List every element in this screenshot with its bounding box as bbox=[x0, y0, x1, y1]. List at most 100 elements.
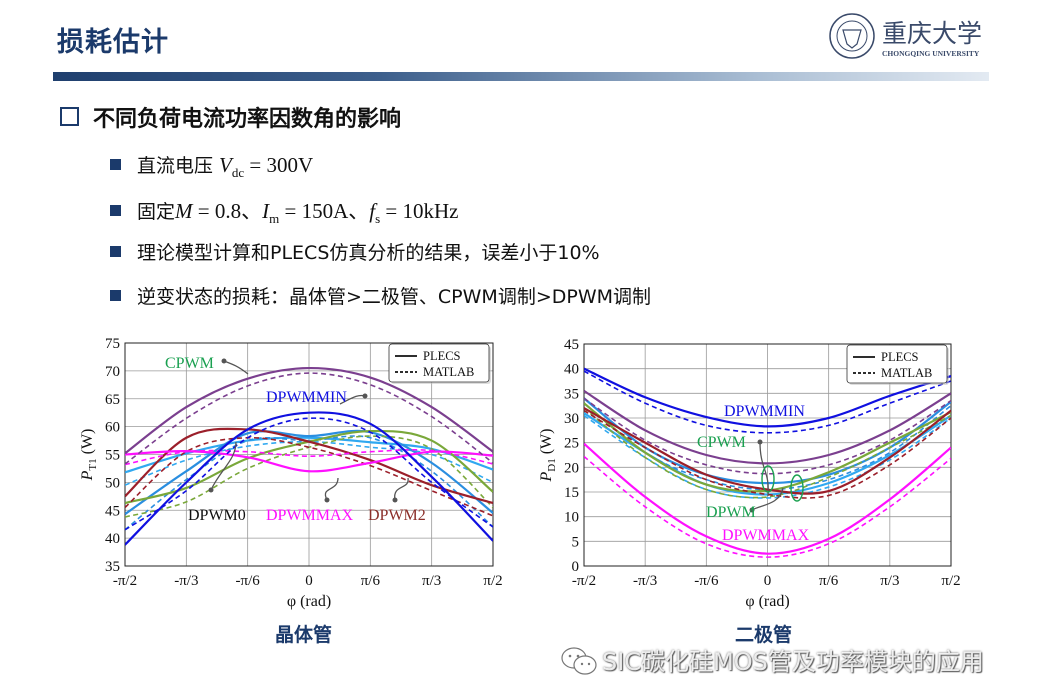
annotation-label: DPWMMIN bbox=[266, 389, 347, 406]
series-line-plecs bbox=[125, 366, 493, 455]
bullet-text: 理论模型计算和PLECS仿真分析的结果，误差小于10% bbox=[137, 242, 600, 264]
y-tick-label: 35 bbox=[564, 386, 579, 402]
square-bullet-icon bbox=[110, 159, 121, 170]
y-label-main: P bbox=[538, 472, 555, 483]
annotation-label: DPWM0 bbox=[188, 507, 246, 524]
square-bullet-icon bbox=[110, 205, 121, 216]
y-label-unit: (W) bbox=[538, 429, 555, 459]
watermark-text: SIC碳化硅MOS管及功率模块的应用 bbox=[602, 648, 984, 676]
arrow-head-icon bbox=[221, 358, 227, 364]
y-tick-label: 45 bbox=[564, 337, 579, 353]
y-tick-label: 65 bbox=[105, 392, 120, 408]
x-tick-label: π/2 bbox=[941, 573, 960, 589]
chart-transistor: -π/2 -π/3 -π/6 0 π/6 π/3 π/2 35 40 45 50 55 60 65 70 75… bbox=[79, 336, 503, 610]
x-tick-label: -π/3 bbox=[633, 573, 657, 589]
x-tick-label: -π/6 bbox=[236, 573, 261, 589]
annotation-arrow bbox=[759, 441, 769, 497]
bullet-fixed-params: 固定M = 0.8、Im = 150A、fs = 10kHz bbox=[110, 195, 459, 227]
arrow-head-icon bbox=[324, 497, 330, 503]
dpwm-group-ellipse bbox=[761, 465, 775, 493]
arrow-head-icon bbox=[208, 487, 214, 493]
y-tick-label: 45 bbox=[105, 503, 120, 519]
y-label-unit: (W) bbox=[79, 429, 96, 459]
caption-transistor: 晶体管 bbox=[275, 624, 333, 646]
x-tick-label: -π/2 bbox=[572, 573, 596, 589]
x-tick-label: -π/3 bbox=[174, 573, 198, 589]
watermark: SIC碳化硅MOS管及功率模块的应用 bbox=[560, 646, 984, 676]
annotation-label: DPWM2 bbox=[368, 507, 426, 524]
y-axis-label: PD1 (W) bbox=[538, 429, 558, 483]
y-tick-label: 30 bbox=[564, 411, 579, 427]
x-tick-label: 0 bbox=[764, 573, 772, 589]
svg-text:CHONGQING UNIVERSITY: CHONGQING UNIVERSITY bbox=[882, 49, 980, 58]
series-group bbox=[584, 367, 951, 558]
series-line-plecs bbox=[584, 407, 951, 495]
y-tick-label: 40 bbox=[105, 531, 120, 547]
annotation-arrow bbox=[324, 477, 339, 501]
x-axis-label: φ (rad) bbox=[287, 593, 331, 610]
bullet-error: 理论模型计算和PLECS仿真分析的结果，误差小于10% bbox=[110, 238, 600, 265]
x-axis-label: φ (rad) bbox=[745, 593, 789, 610]
math-var: M bbox=[175, 199, 193, 223]
series-line-matlab bbox=[584, 407, 951, 499]
arrow-head-icon bbox=[749, 507, 755, 513]
math-value: = 150A、 bbox=[279, 199, 370, 223]
series-line-matlab bbox=[584, 414, 951, 499]
y-label-sub: D1 bbox=[546, 458, 558, 471]
slide-title: 损耗估计 bbox=[57, 27, 169, 58]
math-value: = 0.8、 bbox=[192, 199, 263, 223]
bullet-text: 直流电压 bbox=[137, 155, 220, 177]
y-axis-label: PT1 (W) bbox=[79, 429, 99, 482]
x-tick-label: -π/6 bbox=[694, 573, 719, 589]
annotation-arrow bbox=[210, 441, 237, 491]
x-tick-label: 0 bbox=[305, 573, 313, 589]
legend-label: PLECS bbox=[881, 350, 919, 364]
bullet-text: 逆变状态的损耗：晶体管>二极管、CPWM调制>DPWM调制 bbox=[137, 286, 652, 308]
annotation-label: CPWM bbox=[165, 355, 214, 372]
y-tick-label: 40 bbox=[564, 362, 579, 378]
y-tick-label: 75 bbox=[105, 336, 120, 352]
series-line-matlab bbox=[125, 417, 493, 531]
y-tick-label: 25 bbox=[564, 436, 579, 452]
plot-frame bbox=[583, 343, 952, 567]
annotation-arrow bbox=[751, 487, 784, 511]
square-bullet-icon bbox=[110, 290, 121, 301]
x-tick-label: -π/2 bbox=[113, 573, 137, 589]
series-line-matlab bbox=[125, 372, 493, 465]
x-tick-label: π/6 bbox=[819, 573, 839, 589]
caption-diode: 二极管 bbox=[735, 624, 793, 646]
math-value: = 10kHz bbox=[380, 199, 459, 223]
arrow-head-icon bbox=[757, 439, 763, 445]
series-line-plecs bbox=[125, 429, 493, 516]
y-tick-label: 60 bbox=[105, 420, 120, 436]
x-tick-label: π/3 bbox=[880, 573, 899, 589]
math-sub: dc bbox=[231, 165, 245, 180]
series-line-plecs bbox=[584, 442, 951, 555]
legend-label: MATLAB bbox=[423, 365, 474, 379]
math-var: V bbox=[219, 153, 232, 177]
wechat-icon bbox=[561, 647, 597, 675]
series-line-plecs bbox=[125, 427, 493, 505]
series-group bbox=[125, 366, 493, 546]
y-tick-label: 0 bbox=[572, 559, 580, 575]
series-line-matlab bbox=[584, 370, 951, 434]
series-line-matlab bbox=[584, 409, 951, 499]
series-line-plecs bbox=[125, 450, 493, 473]
math-var: I bbox=[262, 199, 270, 223]
y-tick-label: 15 bbox=[564, 485, 579, 501]
annotation-arrow bbox=[394, 477, 409, 501]
annotation-arrow bbox=[223, 360, 249, 375]
annotation-label: CPWM bbox=[697, 434, 746, 451]
y-label-main: P bbox=[79, 470, 96, 481]
legend-label: PLECS bbox=[423, 349, 461, 363]
series-line-plecs bbox=[125, 411, 493, 546]
y-tick-label: 20 bbox=[564, 460, 579, 476]
y-tick-label: 50 bbox=[105, 475, 120, 491]
series-line-matlab bbox=[584, 455, 951, 558]
bullet-text: 固定 bbox=[137, 201, 176, 223]
section-heading: 不同负荷电流功率因数角的影响 bbox=[60, 101, 401, 133]
heading-text: 不同负荷电流功率因数角的影响 bbox=[93, 107, 402, 132]
math-sub: m bbox=[269, 211, 280, 226]
x-tick-label: π/3 bbox=[422, 573, 441, 589]
bullet-loss-comparison: 逆变状态的损耗：晶体管>二极管、CPWM调制>DPWM调制 bbox=[110, 282, 651, 309]
